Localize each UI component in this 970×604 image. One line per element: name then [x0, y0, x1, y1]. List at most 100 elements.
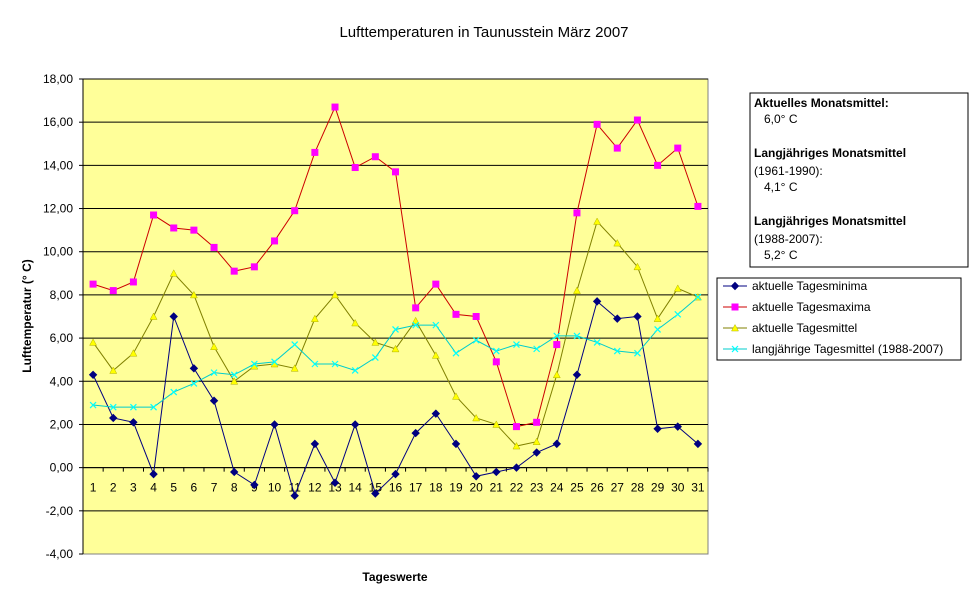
- info-period-1961: (1961-1990):: [754, 164, 823, 178]
- series-layer: [88, 103, 703, 500]
- data-point: [573, 332, 581, 340]
- data-point: [210, 342, 218, 350]
- data-point: [230, 267, 238, 275]
- data-point: [572, 370, 582, 380]
- y-tick-label: 4,00: [50, 374, 74, 388]
- data-point: [331, 360, 339, 368]
- y-tick-label: 2,00: [50, 417, 74, 431]
- data-point: [654, 161, 662, 169]
- x-tick-label: 23: [530, 481, 544, 495]
- data-point: [553, 332, 561, 340]
- data-point: [169, 312, 178, 321]
- legend-item: aktuelle Tagesmaxima: [723, 300, 871, 314]
- x-tick-label: 16: [389, 481, 403, 495]
- data-point: [731, 323, 739, 332]
- data-point: [492, 467, 501, 477]
- data-point: [674, 144, 682, 152]
- x-tick-label: 25: [570, 481, 584, 495]
- data-point: [129, 349, 138, 357]
- data-point: [170, 388, 178, 396]
- legend-label: langjährige Tagesmittel (1988-2007): [752, 342, 943, 356]
- x-tick-label: 4: [150, 481, 157, 495]
- data-point: [432, 280, 440, 288]
- data-point: [371, 153, 379, 161]
- data-point: [452, 392, 460, 400]
- data-point: [129, 403, 137, 411]
- y-tick-label: -4,00: [46, 547, 74, 561]
- data-point: [673, 284, 682, 292]
- data-point: [593, 120, 601, 128]
- x-tick-label: 21: [490, 481, 504, 495]
- data-point: [230, 371, 238, 379]
- y-tick-label: 12,00: [43, 202, 73, 216]
- data-point: [350, 420, 360, 429]
- data-point: [512, 423, 520, 431]
- data-point: [129, 278, 137, 286]
- data-point: [331, 290, 339, 299]
- data-point: [189, 290, 198, 299]
- data-point: [694, 293, 702, 301]
- x-tick-label: 6: [191, 481, 198, 495]
- legend-label: aktuelle Tagesmittel: [752, 321, 857, 335]
- data-point: [613, 347, 621, 355]
- data-point: [149, 312, 158, 320]
- data-point: [230, 467, 239, 477]
- data-point: [89, 401, 97, 409]
- data-point: [532, 437, 541, 445]
- data-point: [290, 364, 299, 372]
- data-point: [731, 303, 739, 311]
- legend-item: langjährige Tagesmittel (1988-2007): [723, 342, 943, 356]
- x-tick-label: 24: [550, 481, 564, 495]
- data-point: [210, 243, 218, 251]
- info-box-frame: [749, 92, 969, 268]
- data-point: [492, 420, 501, 428]
- x-tick-label: 28: [631, 481, 645, 495]
- y-axis-title: Lufttemperatur (° C): [20, 259, 34, 372]
- data-point: [674, 310, 682, 318]
- data-point: [230, 377, 239, 385]
- data-point: [412, 304, 420, 312]
- data-point: [593, 338, 601, 346]
- data-point: [411, 316, 420, 325]
- y-tick-label: 14,00: [43, 158, 73, 172]
- data-point: [452, 310, 460, 318]
- data-point: [189, 364, 199, 373]
- data-point: [593, 217, 602, 225]
- legend-item: aktuelle Tagesminima: [723, 279, 867, 293]
- series-2: [89, 103, 702, 431]
- data-point: [88, 370, 98, 380]
- y-tick-label: 8,00: [50, 288, 74, 302]
- x-tick-label: 30: [671, 481, 685, 495]
- data-point: [310, 439, 320, 449]
- info-period-1988: (1988-2007):: [754, 232, 823, 246]
- y-tick-label: 10,00: [43, 245, 73, 259]
- data-point: [613, 314, 622, 323]
- x-tick-label: 2: [110, 481, 117, 495]
- data-point: [149, 469, 158, 479]
- data-point: [730, 281, 740, 291]
- data-point: [371, 338, 380, 346]
- y-tick-label: 16,00: [43, 115, 73, 129]
- data-point: [633, 116, 641, 124]
- x-tick-label: 10: [268, 481, 282, 495]
- data-point: [553, 341, 561, 349]
- x-tick-label: 3: [130, 481, 137, 495]
- info-heading-current: Aktuelles Monatsmittel:: [754, 96, 889, 110]
- x-tick-label: 18: [429, 481, 443, 495]
- data-point: [89, 280, 97, 288]
- data-point: [472, 313, 480, 320]
- data-point: [129, 418, 138, 427]
- data-point: [250, 263, 258, 271]
- data-point: [170, 224, 178, 232]
- data-point: [633, 312, 642, 321]
- data-point: [573, 209, 581, 217]
- data-point: [109, 413, 118, 423]
- x-tick-label: 8: [231, 481, 238, 495]
- data-point: [351, 367, 359, 374]
- y-tick-label: -2,00: [46, 504, 74, 518]
- data-point: [431, 351, 440, 359]
- data-point: [552, 370, 561, 379]
- data-point: [633, 262, 642, 271]
- data-point: [533, 345, 541, 353]
- data-point: [533, 418, 541, 426]
